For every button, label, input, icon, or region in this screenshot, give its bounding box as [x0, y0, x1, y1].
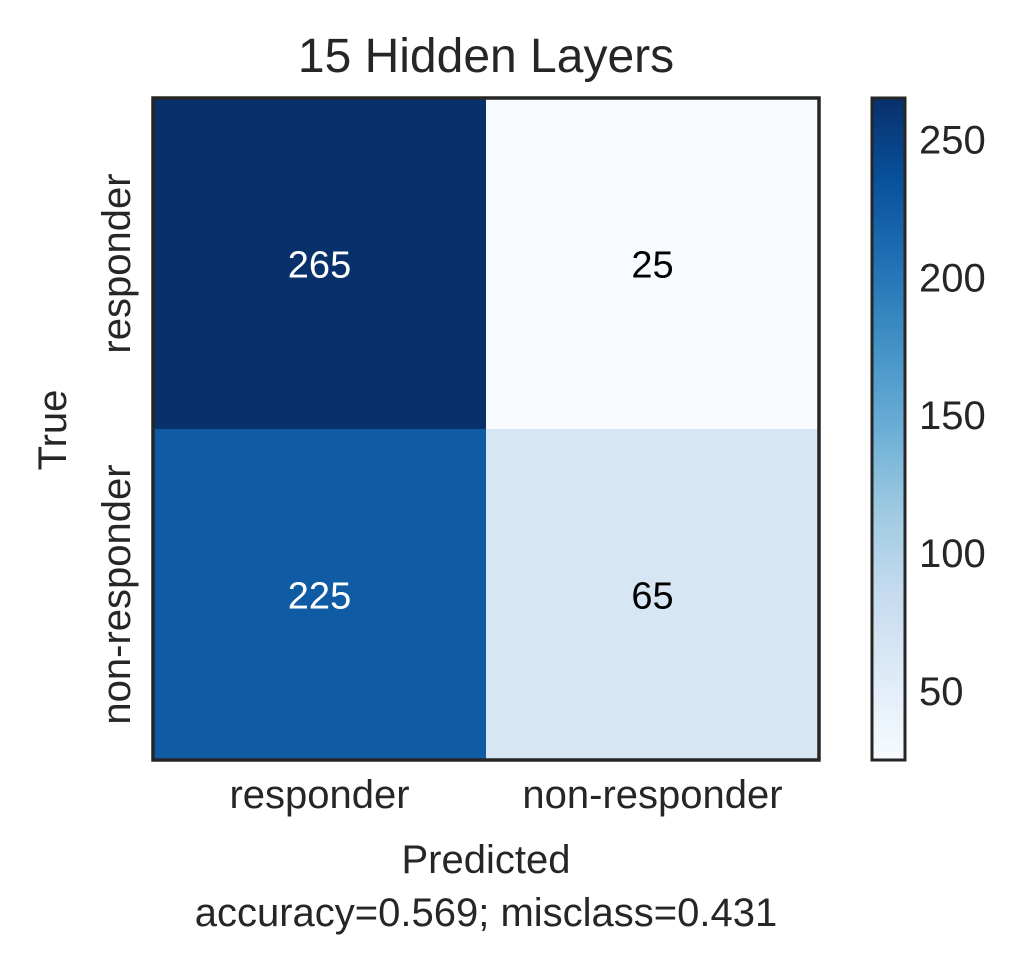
y-tick-labels: responder non-responder	[95, 173, 139, 724]
x-tick-label: responder	[229, 773, 409, 817]
heatmap-cell	[153, 98, 487, 430]
colorbar	[870, 96, 907, 762]
chart-title: 15 Hidden Layers	[298, 30, 674, 83]
x-tick-label: non-responder	[522, 773, 782, 817]
y-axis-label: True	[31, 390, 75, 471]
cell-value-label: 265	[288, 245, 351, 287]
cell-value-label: 25	[631, 245, 673, 287]
colorbar-tick-label: 200	[919, 256, 986, 300]
plot-frame	[151, 96, 821, 762]
cell-value-labels: 265 25 225 65	[288, 245, 674, 618]
x-axis-label: Predicted	[402, 838, 571, 882]
colorbar-tick-label: 50	[919, 670, 964, 714]
cell-value-label: 225	[288, 576, 351, 618]
x-tick-labels: responder non-responder	[229, 773, 782, 817]
x-axis-sublabel: accuracy=0.569; misclass=0.431	[195, 891, 778, 935]
heatmap-cell	[486, 98, 820, 430]
cell-value-label: 65	[631, 576, 673, 618]
y-tick-label: non-responder	[95, 464, 139, 724]
colorbar-tick-label: 150	[919, 394, 986, 438]
heatmap-cell	[153, 429, 487, 761]
colorbar-tick-label: 100	[919, 532, 986, 576]
colorbar-tick-label: 250	[919, 118, 986, 162]
heatmap-cell	[486, 429, 820, 761]
heatmap-cells	[153, 98, 820, 761]
colorbar-tick-labels: 50 100 150 200 250	[919, 118, 986, 714]
y-tick-label: responder	[95, 173, 139, 353]
